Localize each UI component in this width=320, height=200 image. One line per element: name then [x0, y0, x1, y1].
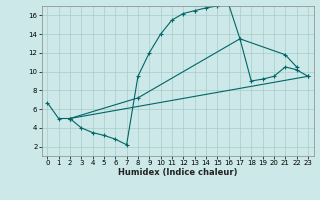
X-axis label: Humidex (Indice chaleur): Humidex (Indice chaleur) [118, 168, 237, 177]
